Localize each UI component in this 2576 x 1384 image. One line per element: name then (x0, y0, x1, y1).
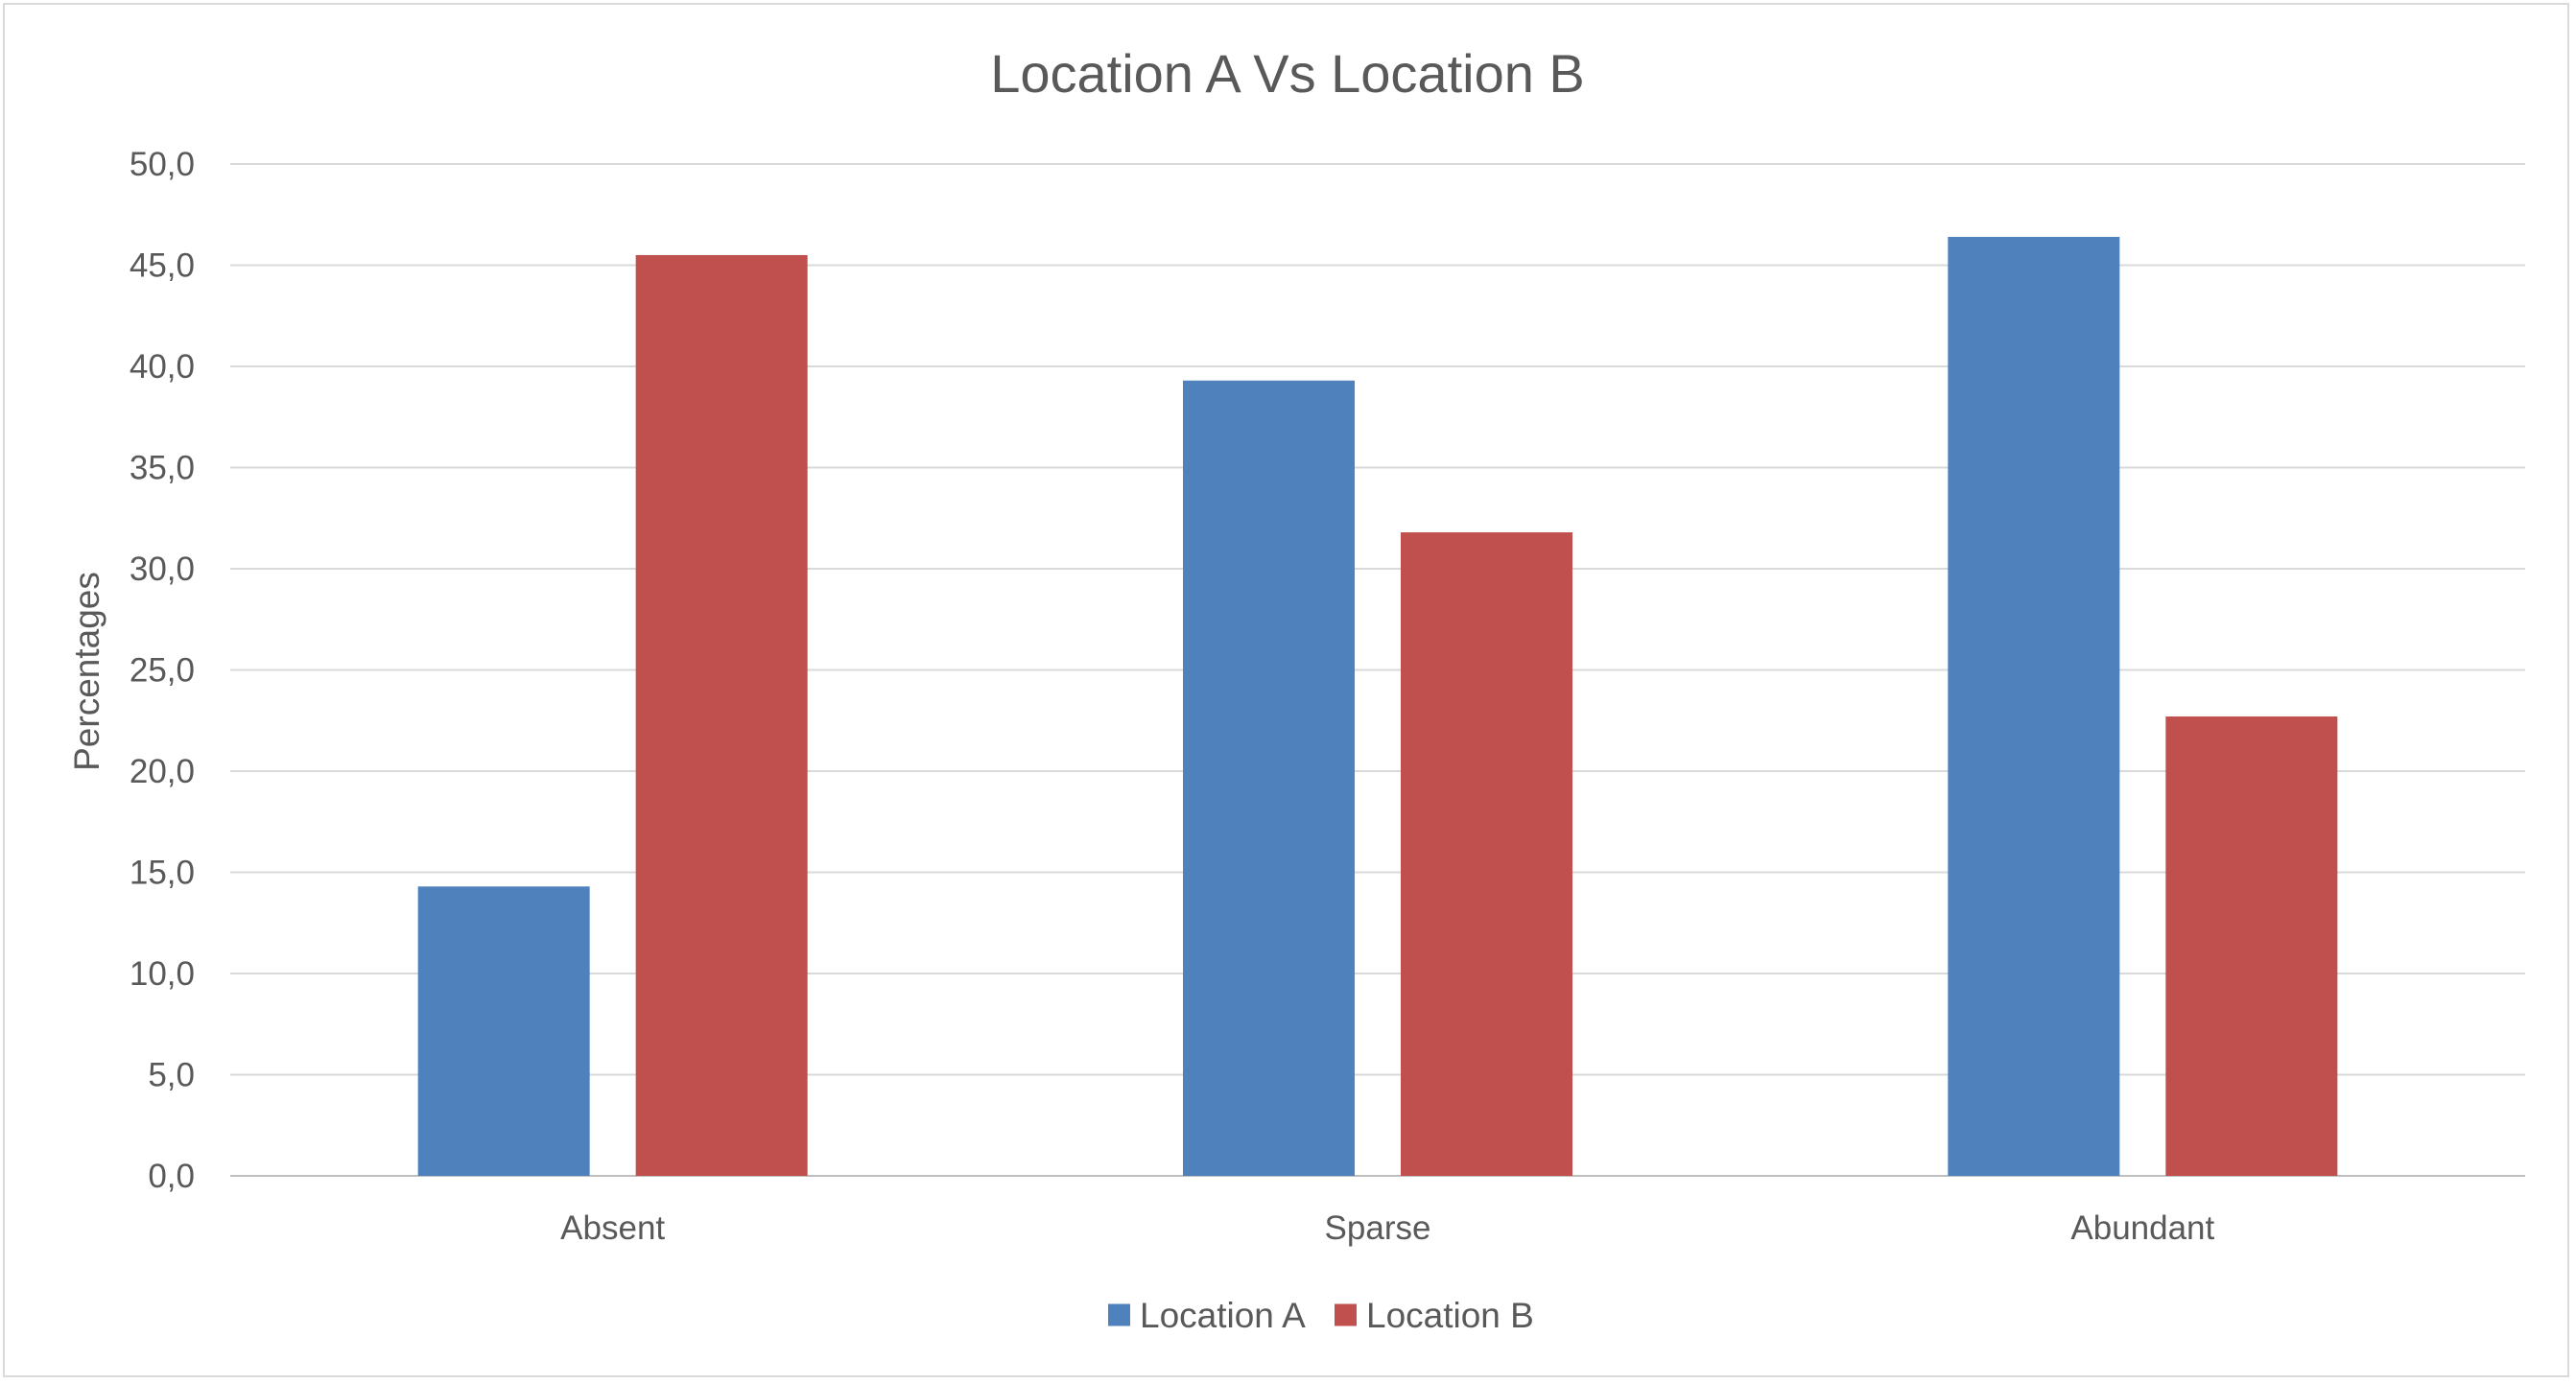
y-axis-ticks: 0,0 5,0 10,0 15,0 20,0 25,0 30,0 35,0 40,0 45,0 50… (130, 146, 195, 1195)
bar-location-a-absent (417, 886, 590, 1176)
y-tick-label: 5,0 (148, 1057, 195, 1094)
legend: Location A Location B (1108, 1296, 1534, 1335)
x-tick-label: Sparse (1325, 1209, 1431, 1247)
y-tick-label: 25,0 (130, 652, 195, 690)
x-axis-ticks: Absent Sparse Abundant (560, 1209, 2214, 1247)
y-tick-label: 45,0 (130, 247, 195, 285)
x-tick-label: Absent (560, 1209, 665, 1247)
y-tick-label: 30,0 (130, 551, 195, 588)
y-axis-title: Percentages (67, 572, 106, 771)
bar-location-b-sparse (1401, 532, 1572, 1176)
y-tick-label: 20,0 (130, 753, 195, 790)
bar-location-a-abundant (1948, 236, 2120, 1176)
legend-label: Location B (1366, 1296, 1534, 1335)
legend-swatch (1335, 1303, 1357, 1326)
legend-swatch (1108, 1303, 1130, 1326)
bars (417, 236, 2338, 1176)
y-tick-label: 15,0 (130, 855, 195, 892)
y-tick-label: 0,0 (148, 1158, 195, 1195)
bar-location-b-absent (635, 254, 808, 1176)
y-tick-label: 35,0 (130, 450, 195, 487)
x-tick-label: Abundant (2070, 1209, 2214, 1247)
legend-label: Location A (1140, 1296, 1306, 1335)
gridlines (230, 163, 2525, 1177)
y-tick-label: 10,0 (130, 955, 195, 993)
bar-location-a-sparse (1183, 380, 1355, 1176)
chart-title: Location A Vs Location B (990, 43, 1585, 104)
bar-location-b-abundant (2165, 716, 2338, 1176)
y-tick-label: 50,0 (130, 146, 195, 183)
y-tick-label: 40,0 (130, 348, 195, 386)
